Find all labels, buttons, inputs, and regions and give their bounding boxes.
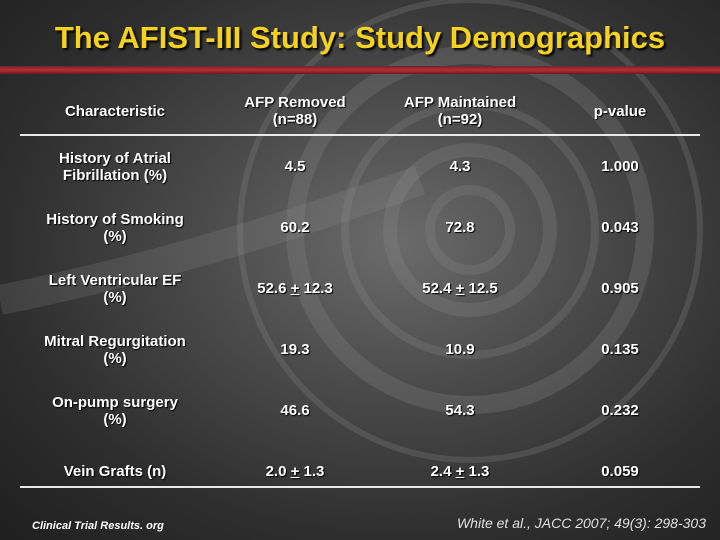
row-label: Left Ventricular EF (%) <box>48 271 182 306</box>
table-row: Left Ventricular EF (%) 52.6 + 12.3 52.4… <box>20 258 700 319</box>
row-label: History of Atrial Fibrillation (%) <box>59 149 171 184</box>
cell-p-value: 0.059 <box>601 463 639 480</box>
cell-p-value: 0.043 <box>601 219 639 236</box>
cell-afp-maintained: 72.8 <box>445 219 475 236</box>
cell-p-value: 0.135 <box>601 341 639 358</box>
cell-p-value: 1.000 <box>601 158 639 175</box>
cell-afp-maintained: 10.9 <box>445 341 475 358</box>
cell-afp-maintained: 2.4 + 1.3 <box>430 463 490 480</box>
cell-afp-removed: 60.2 <box>280 219 310 236</box>
row-label: Mitral Regurgitation (%) <box>44 332 186 367</box>
table-row: History of Smoking (%) 60.2 72.8 0.043 <box>20 197 700 258</box>
demographics-table: Characteristic AFP Removed (n=88) AFP Ma… <box>20 88 700 502</box>
cell-afp-maintained: 4.3 <box>449 158 471 175</box>
cell-afp-removed: 4.5 <box>284 158 306 175</box>
table-row: Mitral Regurgitation (%) 19.3 10.9 0.135 <box>20 319 700 380</box>
table-row: Vein Grafts (n) 2.0 + 1.3 2.4 + 1.3 0.05… <box>20 441 700 502</box>
title-underline-bar <box>0 66 720 74</box>
cell-afp-removed: 52.6 + 12.3 <box>257 280 333 297</box>
cell-p-value: 0.905 <box>601 280 639 297</box>
row-label: On-pump surgery (%) <box>52 393 178 428</box>
table-row: History of Atrial Fibrillation (%) 4.5 4… <box>20 135 700 197</box>
header-afp-maintained: AFP Maintained (n=92) <box>403 94 517 128</box>
cell-afp-removed: 46.6 <box>280 402 310 419</box>
table-bottom-rule <box>20 486 700 488</box>
source-website-label: Clinical Trial Results. org <box>32 520 164 532</box>
table-row: On-pump surgery (%) 46.6 54.3 0.232 <box>20 380 700 441</box>
cell-afp-maintained: 54.3 <box>445 402 475 419</box>
slide-title: The AFIST-III Study: Study Demographics <box>54 20 666 55</box>
cell-afp-removed: 2.0 + 1.3 <box>265 463 325 480</box>
row-label: History of Smoking (%) <box>46 210 184 245</box>
header-characteristic: Characteristic <box>64 102 166 120</box>
citation: White et al., JACC 2007; 49(3): 298-303 <box>456 515 706 531</box>
header-afp-removed: AFP Removed (n=88) <box>244 94 346 128</box>
cell-afp-maintained: 52.4 + 12.5 <box>422 280 498 297</box>
header-p-value: p-value <box>593 102 647 120</box>
row-label: Vein Grafts (n) <box>63 463 167 480</box>
table-header-row: Characteristic AFP Removed (n=88) AFP Ma… <box>20 88 700 135</box>
cell-p-value: 0.232 <box>601 402 639 419</box>
cell-afp-removed: 19.3 <box>280 341 310 358</box>
